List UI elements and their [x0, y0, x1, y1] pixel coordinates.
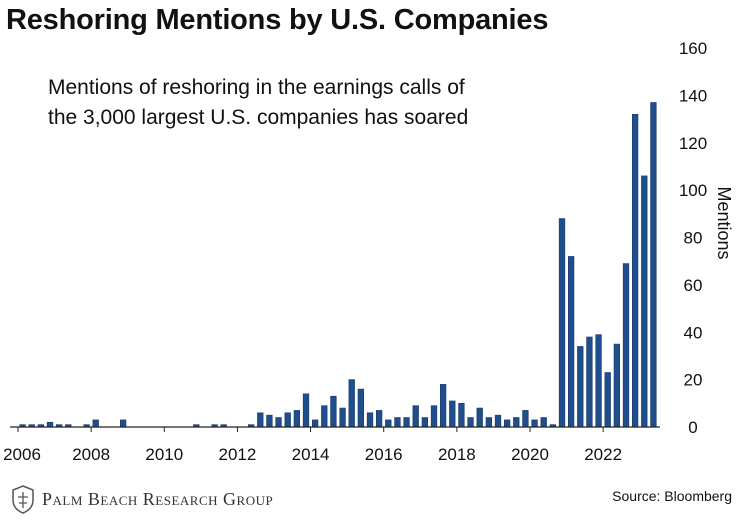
y-tick-label: 40	[684, 323, 703, 342]
annotation-line-1: Mentions of reshoring in the earnings ca…	[48, 76, 465, 99]
bar-40	[385, 419, 392, 428]
bar-32	[312, 419, 319, 428]
bar-62	[586, 336, 593, 428]
bar-chart: Mentions of reshoring in the earnings ca…	[3, 39, 734, 464]
bar-68	[641, 175, 648, 428]
bar-43	[412, 405, 419, 428]
bar-36	[348, 379, 355, 428]
x-tick-label: 2012	[219, 445, 257, 464]
y-tick-label: 80	[684, 229, 703, 248]
bar-35	[339, 407, 346, 428]
bar-64	[604, 372, 611, 428]
x-tick-label: 2020	[511, 445, 549, 464]
x-tick-label: 2010	[145, 445, 183, 464]
bar-8	[92, 419, 99, 428]
chart-title: Reshoring Mentions by U.S. Companies	[6, 4, 549, 36]
bar-41	[394, 417, 401, 428]
brand-logo: Palm Beach Research Group	[10, 484, 273, 514]
bar-30	[293, 410, 300, 428]
y-axis-label: Mentions	[714, 186, 734, 259]
bar-28	[275, 417, 282, 428]
bar-67	[632, 114, 639, 428]
bar-51	[485, 417, 492, 428]
bar-50	[476, 407, 483, 428]
bar-39	[376, 410, 383, 428]
bar-59	[558, 218, 566, 428]
bar-26	[257, 412, 264, 428]
bar-37	[357, 388, 364, 428]
bar-57	[540, 417, 547, 428]
bar-61	[577, 346, 584, 428]
y-tick-label: 120	[679, 134, 707, 153]
bar-49	[467, 417, 474, 428]
bar-52	[494, 414, 502, 428]
x-tick-label: 2022	[584, 445, 622, 464]
bar-66	[622, 263, 630, 428]
bar-47	[449, 400, 456, 428]
brand-name: Palm Beach Research Group	[42, 488, 274, 509]
y-tick-label: 100	[679, 181, 707, 200]
bar-56	[531, 419, 538, 428]
annotation-line-2: the 3,000 largest U.S. companies has soa…	[48, 106, 468, 129]
y-tick-label: 60	[684, 276, 703, 295]
bar-60	[568, 256, 575, 428]
source-note: Source: Bloomberg	[612, 488, 732, 504]
x-tick-label: 2008	[72, 445, 110, 464]
bar-11	[120, 419, 127, 428]
bar-45	[430, 405, 438, 428]
bar-44	[421, 417, 428, 428]
bar-63	[595, 334, 602, 428]
brand-emblem-icon	[12, 485, 34, 514]
y-tick-label: 0	[688, 418, 697, 437]
bar-3	[46, 421, 54, 428]
bar-65	[613, 343, 620, 428]
bar-38	[366, 412, 374, 428]
bar-53	[504, 419, 511, 428]
x-tick-label: 2016	[365, 445, 403, 464]
x-tick-label: 2014	[292, 445, 330, 464]
bar-55	[522, 410, 529, 428]
y-tick-label: 140	[679, 86, 707, 105]
bar-34	[330, 395, 337, 428]
bar-69	[650, 102, 657, 428]
y-tick-label: 160	[679, 39, 707, 58]
bar-54	[513, 417, 520, 428]
bar-27	[266, 414, 273, 428]
x-tick-label: 2006	[3, 445, 41, 464]
bar-29	[284, 412, 291, 428]
bar-46	[440, 384, 447, 428]
bar-42	[403, 417, 410, 428]
bar-33	[321, 405, 328, 428]
y-tick-label: 20	[684, 371, 703, 390]
bar-48	[458, 403, 465, 428]
x-tick-label: 2018	[438, 445, 476, 464]
y-axis: 0 20 40 60 80 100 120 140 160	[679, 39, 707, 437]
x-axis: 2006 2008 2010 2012 2014 2016 2018 2020 2022	[3, 426, 660, 464]
bars-group	[19, 102, 657, 428]
bar-31	[302, 393, 310, 428]
